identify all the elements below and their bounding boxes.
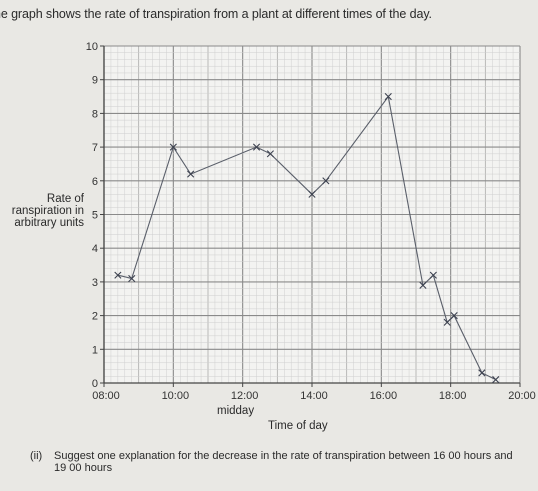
question-text: Suggest one explanation for the decrease… xyxy=(54,450,513,474)
x-tick-label: 10:00 xyxy=(162,390,190,402)
data-point xyxy=(169,143,177,151)
x-axis-title: Time of day xyxy=(268,420,328,432)
y-tick-label: 7 xyxy=(92,142,98,154)
data-point xyxy=(419,281,427,289)
y-axis-label-line-1: Rate of xyxy=(46,193,84,205)
y-tick-label: 2 xyxy=(92,311,98,323)
y-tick-label: 9 xyxy=(92,75,98,87)
y-tick-label: 5 xyxy=(92,210,98,222)
y-tick-label: 6 xyxy=(92,176,98,188)
y-tick-label: 8 xyxy=(92,108,98,120)
data-point xyxy=(252,143,261,151)
y-tick-label: 0 xyxy=(92,378,98,390)
x-tick-label: 18:00 xyxy=(439,390,467,402)
data-point xyxy=(478,369,486,377)
data-point xyxy=(128,274,136,283)
y-axis-label-line-3: arbitrary units xyxy=(14,217,84,229)
y-axis-label-line-2: ranspiration in xyxy=(11,205,84,217)
data-point xyxy=(266,150,274,158)
y-tick-label: 3 xyxy=(92,277,98,289)
data-point xyxy=(443,318,451,326)
data-point xyxy=(429,271,437,279)
data-point xyxy=(384,92,392,101)
data-point xyxy=(114,271,122,279)
data-point xyxy=(450,312,458,320)
x-tick-label: 20:00 xyxy=(508,390,536,402)
data-point xyxy=(492,376,500,384)
x-tick-label: 14:00 xyxy=(300,390,328,402)
x-tick-label: 16:00 xyxy=(370,390,398,402)
x-tick-label: 08:00 xyxy=(92,390,120,402)
y-tick-label: 1 xyxy=(92,344,98,356)
x-tick-label: 12:00 xyxy=(231,390,259,402)
data-point xyxy=(322,177,330,185)
question-number: (ii) xyxy=(30,450,43,462)
y-tick-label: 4 xyxy=(92,243,98,255)
intro-text: he graph shows the rate of transpiration… xyxy=(0,7,432,21)
y-tick-label: 10 xyxy=(86,41,98,53)
y-axis-label: Rate of ranspiration in arbitrary units xyxy=(0,193,84,229)
x-axis-midday-note: midday xyxy=(217,405,255,417)
data-point xyxy=(187,170,195,178)
data-point xyxy=(308,190,316,198)
